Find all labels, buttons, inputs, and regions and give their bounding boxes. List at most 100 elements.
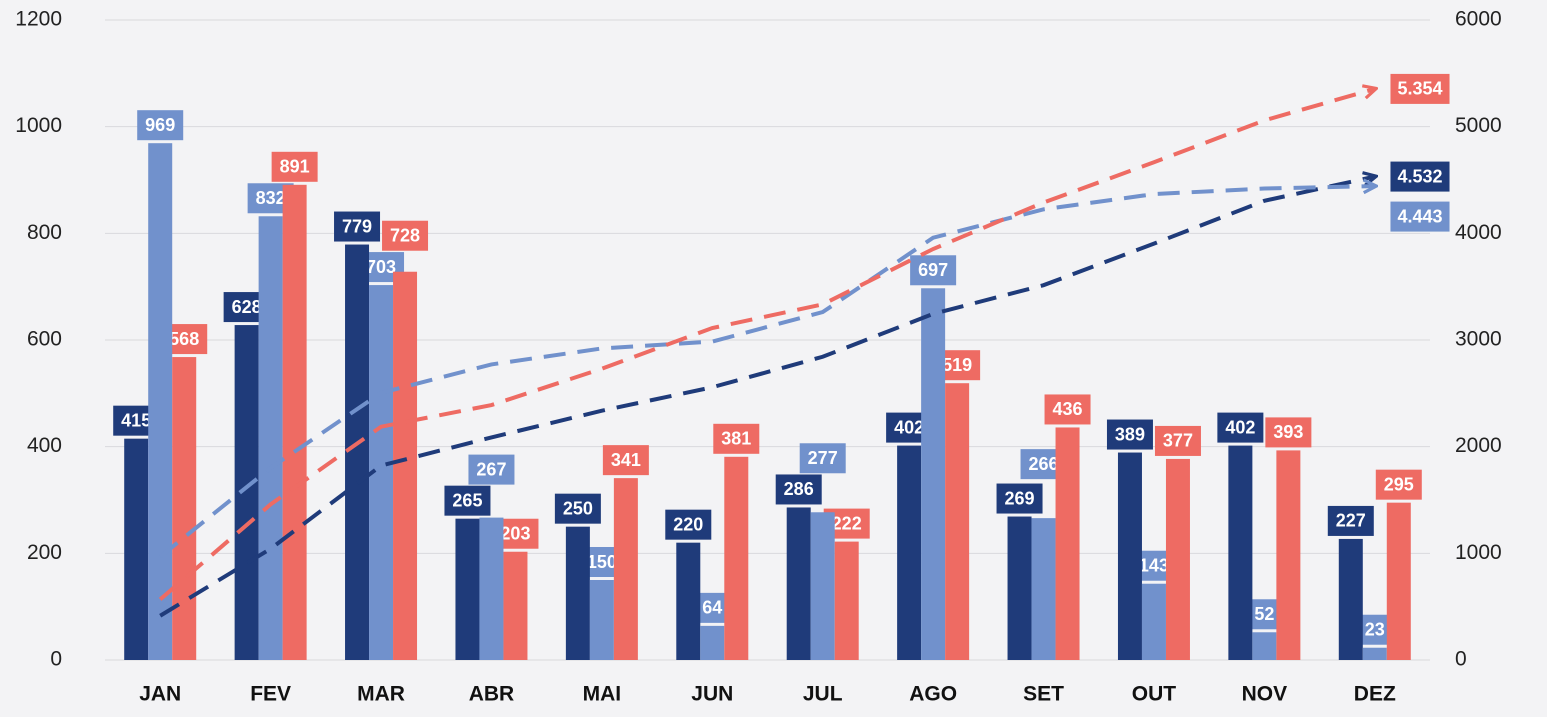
bar xyxy=(1031,518,1056,660)
y2-tick-label: 0 xyxy=(1455,648,1467,671)
data-label: 250 xyxy=(554,493,601,524)
bar xyxy=(393,271,418,660)
data-label-text: 267 xyxy=(476,459,506,479)
bar xyxy=(124,438,149,660)
line-end-label-text: 4.532 xyxy=(1397,166,1442,186)
bar xyxy=(479,517,504,660)
bar xyxy=(921,288,946,660)
data-label-box xyxy=(1217,412,1264,443)
y2-tick-label: 2000 xyxy=(1455,434,1502,457)
line-end-label-text: 5.354 xyxy=(1397,79,1442,99)
x-tick-label: MAR xyxy=(357,683,405,706)
bar xyxy=(1007,516,1032,660)
y-tick-label: 1200 xyxy=(15,8,62,31)
bar xyxy=(1141,583,1166,660)
x-tick-label: ABR xyxy=(469,683,515,706)
data-label: 779 xyxy=(334,211,381,242)
data-label-box xyxy=(799,443,846,474)
bar xyxy=(676,542,701,660)
data-label-text: 628 xyxy=(232,297,262,317)
bar xyxy=(565,526,590,660)
data-label: 265 xyxy=(444,485,491,516)
data-label: 728 xyxy=(382,220,429,251)
y2-tick-label: 5000 xyxy=(1455,114,1502,137)
bar xyxy=(897,445,922,660)
x-tick-label: FEV xyxy=(250,683,291,706)
data-label-box xyxy=(444,485,491,516)
data-label-text: 436 xyxy=(1053,399,1083,419)
data-label-box xyxy=(137,110,184,141)
data-label-text: 393 xyxy=(1273,422,1303,442)
data-label-text: 203 xyxy=(500,523,530,543)
line-end-label-text: 4.443 xyxy=(1397,206,1442,226)
data-label-box xyxy=(602,445,649,476)
bar xyxy=(455,518,480,660)
data-label: 341 xyxy=(602,445,649,476)
bar xyxy=(810,512,835,660)
data-label-box xyxy=(1375,469,1422,500)
data-label-text: 402 xyxy=(1225,417,1255,437)
data-label: 269 xyxy=(996,483,1043,514)
bar xyxy=(1386,502,1411,660)
data-label-box xyxy=(271,151,318,182)
data-label-text: 381 xyxy=(721,429,751,449)
data-label: 381 xyxy=(713,423,760,454)
y2-tick-label: 6000 xyxy=(1455,8,1502,31)
y-tick-label: 1000 xyxy=(15,114,62,137)
cumulative-line xyxy=(159,177,1375,618)
x-tick-label: JUN xyxy=(691,683,733,706)
bar xyxy=(786,507,811,660)
y2-tick-label: 1000 xyxy=(1455,541,1502,564)
cumulative-line xyxy=(158,186,1375,559)
data-label: 393 xyxy=(1265,417,1312,448)
data-label-text: 52 xyxy=(1254,604,1274,624)
lines xyxy=(158,89,1375,618)
bar xyxy=(148,143,173,660)
data-label-box xyxy=(1154,425,1201,456)
bar xyxy=(700,625,725,660)
bar xyxy=(1117,452,1142,660)
data-label-text: 519 xyxy=(942,355,972,375)
y2-tick-label: 3000 xyxy=(1455,328,1502,351)
data-label-box xyxy=(1106,419,1153,450)
data-label-text: 277 xyxy=(808,448,838,468)
data-label-box xyxy=(468,454,515,485)
x-tick-label: DEZ xyxy=(1354,683,1396,706)
bar xyxy=(1276,450,1301,660)
data-label-box xyxy=(665,509,712,540)
bar xyxy=(589,580,614,660)
data-label-text: 143 xyxy=(1139,555,1169,575)
y-tick-label: 800 xyxy=(27,221,62,244)
line-end-label-box xyxy=(1390,73,1450,104)
x-tick-label: SET xyxy=(1023,683,1064,706)
data-label: 377 xyxy=(1154,425,1201,456)
line-end-label: 4.532 xyxy=(1390,161,1450,192)
data-label-box xyxy=(713,423,760,454)
data-label-box xyxy=(334,211,381,242)
data-label-text: 377 xyxy=(1163,431,1193,451)
data-label-text: 568 xyxy=(169,329,199,349)
data-label-text: 265 xyxy=(452,490,482,510)
data-label-text: 891 xyxy=(280,157,310,177)
line-end-label: 4.443 xyxy=(1390,201,1450,232)
data-label: 436 xyxy=(1044,394,1091,425)
data-label-text: 286 xyxy=(784,479,814,499)
data-label-text: 250 xyxy=(563,498,593,518)
data-label-box xyxy=(1044,394,1091,425)
data-label-text: 222 xyxy=(832,513,862,533)
data-label-text: 779 xyxy=(342,216,372,236)
data-label-text: 415 xyxy=(121,410,151,430)
bar xyxy=(1228,445,1253,660)
data-label: 295 xyxy=(1375,469,1422,500)
data-label: 227 xyxy=(1327,505,1374,536)
bar xyxy=(172,357,197,660)
data-label-box xyxy=(1327,505,1374,536)
cumulative-line xyxy=(158,89,1375,601)
data-label-text: 64 xyxy=(702,598,722,618)
data-label: 697 xyxy=(910,255,957,286)
data-label: 277 xyxy=(799,443,846,474)
data-label-text: 266 xyxy=(1029,454,1059,474)
bar xyxy=(1165,458,1190,660)
